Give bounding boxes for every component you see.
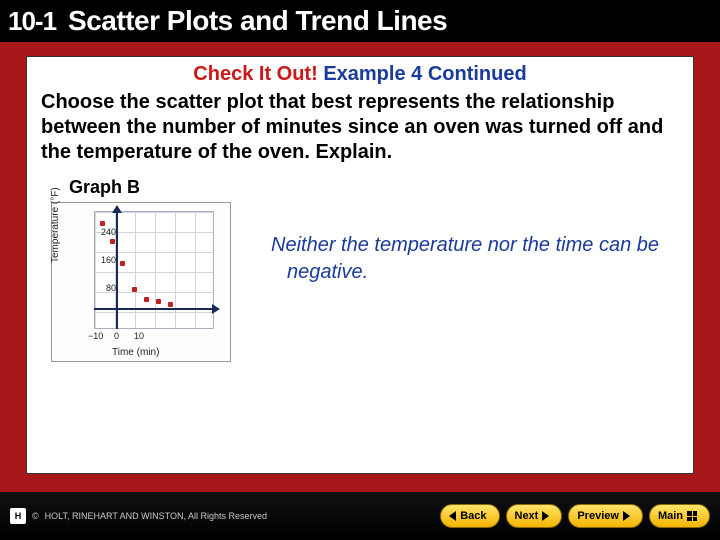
- y-tick: 80: [98, 283, 116, 293]
- main-label: Main: [658, 510, 683, 522]
- explanation-text: Neither the temperature nor the time can…: [271, 232, 679, 286]
- nav-group: Back Next Preview Main: [440, 504, 710, 528]
- y-axis: [116, 211, 118, 329]
- holt-logo-icon: H: [10, 508, 26, 524]
- section-number: 10-1: [8, 6, 56, 37]
- footer-bar: H © HOLT, RINEHART AND WINSTON, All Righ…: [0, 492, 720, 540]
- x-axis-label: Time (min): [112, 347, 159, 358]
- scatter-point: [132, 287, 137, 292]
- copyright: H © HOLT, RINEHART AND WINSTON, All Righ…: [10, 508, 267, 524]
- x-axis: [94, 308, 214, 310]
- copyright-text: HOLT, RINEHART AND WINSTON, All Rights R…: [45, 511, 267, 521]
- arrow-up-icon: [112, 205, 122, 213]
- y-tick: 240: [98, 227, 116, 237]
- graph-row: 24016080 −10010 Temperature (°F) Time (m…: [41, 202, 679, 362]
- prompt-text: Choose the scatter plot that best repres…: [41, 90, 679, 165]
- scatter-point: [120, 261, 125, 266]
- back-label: Back: [460, 510, 486, 522]
- scatter-point: [100, 221, 105, 226]
- y-tick: 160: [98, 255, 116, 265]
- check-red: Check It Out!: [193, 63, 317, 85]
- check-it-out-line: Check It Out! Example 4 Continued: [41, 63, 679, 86]
- x-tick: −10: [88, 331, 103, 341]
- back-button[interactable]: Back: [440, 504, 499, 528]
- back-icon: [449, 511, 456, 521]
- content-panel: Check It Out! Example 4 Continued Choose…: [26, 56, 694, 474]
- header-bar: 10-1 Scatter Plots and Trend Lines: [0, 0, 720, 42]
- x-tick: 0: [114, 331, 119, 341]
- scatter-plot: 24016080 −10010 Temperature (°F) Time (m…: [51, 202, 231, 362]
- graph-label: Graph B: [69, 177, 679, 198]
- main-button[interactable]: Main: [649, 504, 710, 528]
- scatter-point: [144, 297, 149, 302]
- check-blue: Example 4 Continued: [323, 63, 526, 85]
- lesson-title: Scatter Plots and Trend Lines: [68, 5, 447, 37]
- next-label: Next: [515, 510, 539, 522]
- arrow-right-icon: [212, 304, 220, 314]
- scatter-point: [110, 239, 115, 244]
- slide: 10-1 Scatter Plots and Trend Lines Check…: [0, 0, 720, 540]
- x-tick: 10: [134, 331, 144, 341]
- y-axis-label: Temperature (°F): [50, 187, 61, 263]
- scatter-point: [168, 302, 173, 307]
- scatter-point: [156, 299, 161, 304]
- next-icon: [542, 511, 549, 521]
- preview-button[interactable]: Preview: [568, 504, 643, 528]
- preview-label: Preview: [577, 510, 619, 522]
- preview-icon: [623, 511, 630, 521]
- grid-icon: [687, 511, 697, 521]
- next-button[interactable]: Next: [506, 504, 563, 528]
